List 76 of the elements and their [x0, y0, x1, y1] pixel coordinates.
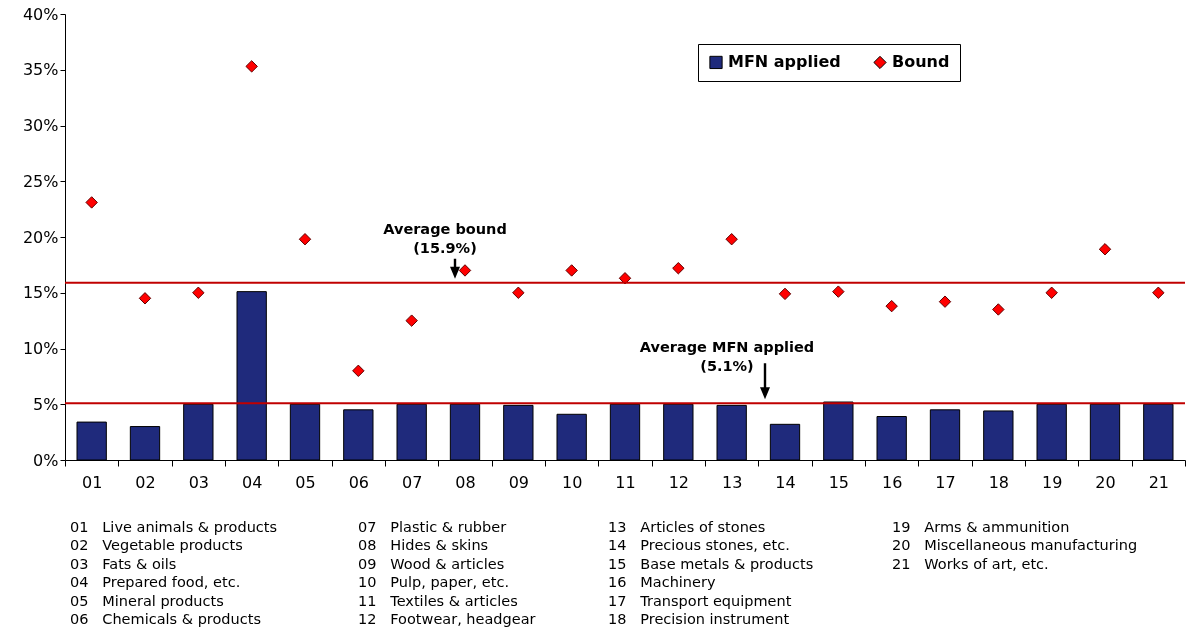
x-tick-label: 21: [1148, 472, 1170, 492]
point: [85, 196, 98, 209]
x-tick-label: 15: [828, 472, 850, 492]
y-tick-label: 10%: [22, 339, 59, 358]
ref-line-label: Average bound (15.9%): [383, 220, 507, 256]
text: 12 Footwear, headgear: [358, 610, 537, 629]
x-tick-label: 08: [455, 472, 476, 492]
text: 07 Plastic & rubber: [358, 519, 508, 537]
point: [885, 299, 898, 313]
x-tick-label: 13: [721, 472, 743, 492]
text: 08 Hides & skins: [358, 537, 490, 556]
x-tick-label: 05: [295, 472, 316, 492]
text: 16 Machinery: [608, 574, 717, 593]
y-tick-label: 0%: [33, 450, 59, 470]
text: 01 Live animals & products: [70, 519, 279, 537]
text: 09 Wood & articles: [358, 555, 506, 574]
point: [1045, 286, 1058, 299]
x-tick-label: 14: [775, 472, 796, 492]
y-tick-label: 35%: [22, 60, 59, 80]
point: [1098, 243, 1112, 256]
text: 14 Precious stones, etc.: [608, 537, 791, 556]
point: [405, 314, 418, 327]
point: [565, 264, 578, 277]
x-tick-label: 18: [988, 472, 1010, 492]
x-tick-label: 09: [508, 472, 530, 492]
text: 04 Prepared food, etc.: [70, 574, 242, 593]
point: [138, 292, 152, 305]
text: 03 Fats & oils: [70, 555, 178, 574]
y-tick-label: 20%: [22, 227, 59, 247]
point: [832, 285, 845, 298]
x-tick-label: 01: [81, 472, 103, 492]
text: 15 Base metals & products: [608, 555, 815, 574]
y-tick-label: 40%: [22, 4, 59, 24]
x-tick-label: 11: [615, 472, 636, 492]
x-tick-label: 07: [401, 472, 423, 492]
point: [352, 364, 365, 377]
text: 02 Vegetable products: [70, 537, 244, 556]
point: [458, 264, 472, 277]
x-tick-label: 04: [241, 472, 263, 492]
text: 17 Transport equipment: [608, 592, 793, 611]
x-tick-label: 10: [561, 472, 583, 492]
point: [192, 286, 205, 299]
text: 21 Works of art, etc.: [892, 555, 1050, 574]
x-tick-label: 20: [1095, 472, 1116, 492]
text: 10 Pulp, paper, etc.: [358, 574, 510, 593]
x-tick-label: 19: [1041, 472, 1063, 492]
x-tick-label: 06: [348, 472, 370, 492]
point: [778, 287, 792, 301]
text: 18 Precision instrument: [608, 610, 791, 629]
point: [298, 233, 312, 246]
point: [1152, 286, 1165, 299]
x-tick-label: 17: [935, 472, 956, 492]
point: [672, 262, 685, 275]
y-tick-label: 5%: [33, 394, 59, 414]
point: [245, 60, 258, 73]
text: 13 Articles of stones: [608, 519, 767, 537]
text: 06 Chemicals & products: [70, 610, 262, 629]
y-tick-label: 30%: [22, 116, 59, 135]
text: 19 Arms & ammunition: [892, 519, 1071, 537]
point: [512, 286, 525, 299]
ref-line-label: Average MFN applied (5.1%): [639, 339, 815, 375]
legend-label: MFN applied: [728, 52, 841, 72]
point: [938, 295, 952, 308]
text: 11 Textiles & articles: [358, 592, 519, 611]
x-tick-label: 03: [188, 472, 210, 492]
x-tick-label: 12: [668, 472, 690, 492]
y-tick-label: 25%: [22, 171, 59, 191]
legend-label: Bound: [892, 52, 950, 72]
point: [992, 303, 1005, 316]
text: 05 Mineral products: [70, 592, 225, 611]
point: [618, 272, 632, 285]
text: 20 Miscellaneous manufacturing: [892, 537, 1139, 556]
y-tick-label: 15%: [22, 283, 59, 303]
x-tick-label: 16: [881, 472, 903, 492]
point: [725, 233, 738, 246]
x-tick-label: 02: [135, 472, 156, 492]
